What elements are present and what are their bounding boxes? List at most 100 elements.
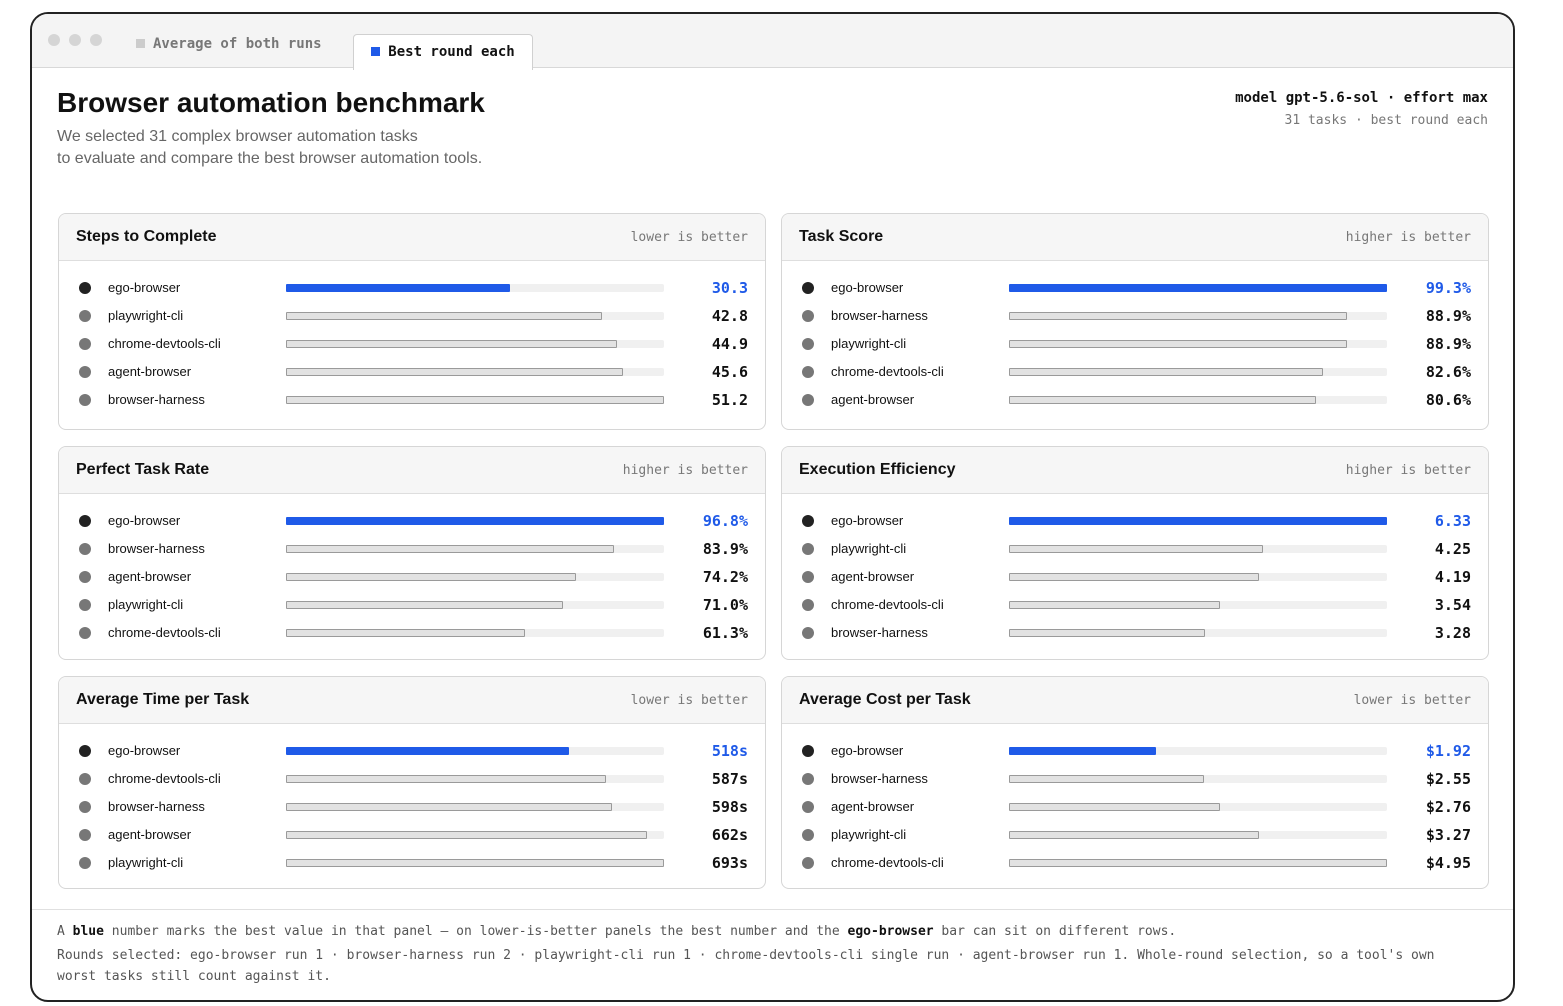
value-label: 4.25 [1434, 540, 1471, 558]
subtitle: We selected 31 complex browser automatio… [57, 128, 418, 145]
tool-icon [802, 599, 814, 611]
value-label: 4.19 [1434, 568, 1471, 586]
tool-icon [79, 745, 91, 757]
value-label: 518s [711, 742, 748, 760]
bar [1009, 396, 1316, 404]
window-dot [48, 34, 60, 46]
tab-bar [32, 14, 1513, 68]
value-label: 71.0% [702, 596, 748, 614]
category-label: playwright-cli [108, 597, 184, 612]
value-label: 6.33 [1434, 512, 1471, 530]
tool-icon [79, 571, 91, 583]
value-label: 45.6 [711, 363, 748, 381]
bar [1009, 312, 1348, 320]
category-label: ego-browser [831, 280, 904, 295]
category-label: ego-browser [831, 513, 904, 528]
bar [1009, 517, 1387, 525]
window-dot [69, 34, 81, 46]
tool-icon [79, 338, 91, 350]
category-label: agent-browser [831, 392, 915, 407]
category-label: chrome-devtools-cli [108, 625, 221, 640]
chart-note: higher is better [1345, 463, 1471, 478]
tool-icon [802, 282, 814, 294]
tool-icon [79, 310, 91, 322]
bar [286, 396, 664, 404]
category-label: playwright-cli [108, 308, 184, 323]
tool-icon [79, 394, 91, 406]
value-label: $2.76 [1425, 798, 1471, 816]
tool-icon [79, 829, 91, 841]
meta: model gpt-5.6-sol · effort max [1235, 90, 1488, 106]
tool-icon [802, 338, 814, 350]
category-label: ego-browser [108, 743, 181, 758]
panel-header: Average Cost per Task lower is better [782, 677, 1488, 724]
tool-icon [802, 515, 814, 527]
tool-icon [79, 801, 91, 813]
category-label: browser-harness [831, 771, 928, 786]
category-label: browser-harness [831, 308, 928, 323]
category-label: ego-browser [108, 513, 181, 528]
chart-panel: Task Score higher is better ego-browser 99.… [781, 213, 1489, 430]
chart-note: lower is better [630, 230, 748, 245]
tab-label: Best round each [388, 44, 515, 60]
text: number marks the best value in that pane… [103, 924, 848, 939]
chart-title: Average Time per Task [76, 691, 250, 708]
value-label: 662s [711, 826, 748, 844]
tab[interactable]: Average of both runs [136, 36, 322, 52]
footer-note: A blue number marks the best value in th… [57, 924, 1176, 939]
category-label: browser-harness [108, 799, 205, 814]
category-label: agent-browser [831, 569, 915, 584]
tool-icon [79, 282, 91, 294]
category-label: chrome-devtools-cli [108, 336, 221, 351]
bar [286, 517, 664, 525]
chart-title: Task Score [799, 228, 884, 245]
category-label: playwright-cli [108, 855, 184, 870]
panel-header: Perfect Task Rate higher is better [59, 447, 765, 494]
value-label: 30.3 [711, 279, 748, 297]
bar [1009, 803, 1220, 811]
category-label: agent-browser [831, 799, 915, 814]
tool-icon [802, 801, 814, 813]
bar [1009, 831, 1259, 839]
meta: 31 tasks · best round each [1284, 113, 1489, 128]
bar [1009, 775, 1204, 783]
bar [286, 747, 569, 755]
panel-header: Steps to Complete lower is better [59, 214, 765, 261]
bar [1009, 859, 1387, 867]
value-label: 44.9 [711, 335, 748, 353]
value-label: 51.2 [711, 391, 748, 409]
value-label: 61.3% [702, 624, 748, 642]
chart-panel: Average Cost per Task lower is better ego-… [781, 676, 1489, 889]
value-label: 88.9% [1425, 335, 1471, 353]
chart-note: lower is better [630, 693, 748, 708]
tab-active[interactable]: Best round each [353, 34, 533, 70]
category-label: ego-browser [108, 280, 181, 295]
text: ego-browser [847, 924, 934, 939]
title: Browser automation benchmark [57, 87, 485, 118]
category-label: ego-browser [831, 743, 904, 758]
tool-icon [79, 366, 91, 378]
tool-icon [802, 627, 814, 639]
bar [286, 573, 576, 581]
bar [286, 601, 564, 609]
chart-panel: Execution Efficiency higher is better ego-… [781, 446, 1489, 660]
category-label: agent-browser [108, 364, 192, 379]
value-label: 82.6% [1425, 363, 1471, 381]
chart-note: higher is better [622, 463, 748, 478]
category-label: chrome-devtools-cli [108, 771, 221, 786]
bar [286, 775, 607, 783]
category-label: chrome-devtools-cli [831, 855, 944, 870]
chart-note: lower is better [1353, 693, 1471, 708]
bar [286, 368, 623, 376]
value-label: 96.8% [702, 512, 748, 530]
chart-panel: Average Time per Task lower is better ego-… [58, 676, 766, 889]
category-label: playwright-cli [831, 827, 907, 842]
panel-header: Task Score higher is better [782, 214, 1488, 261]
tool-icon [79, 599, 91, 611]
bar [1009, 545, 1263, 553]
tool-icon [802, 857, 814, 869]
value-label: 99.3% [1425, 279, 1471, 297]
bar [1009, 601, 1221, 609]
category-label: browser-harness [108, 392, 205, 407]
